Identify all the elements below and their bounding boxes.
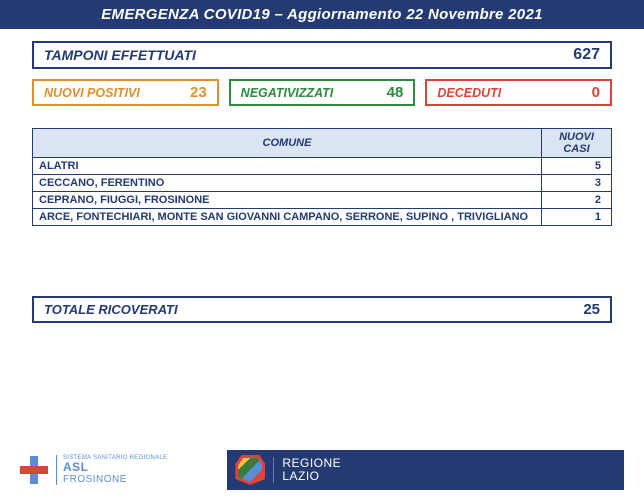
footer: SISTEMA SANITARIO REGIONALE ASL FROSINON… (0, 450, 644, 490)
comune-table: COMUNE NUOVI CASI ALATRI5CECCANO, FERENT… (32, 128, 612, 226)
ricoverati-value: 25 (583, 301, 600, 318)
stat-negativizzati-label: NEGATIVIZZATI (241, 86, 334, 100)
asl-line2: ASL (63, 461, 167, 474)
stat-negativizzati: NEGATIVIZZATI 48 (229, 79, 416, 106)
stat-positivi: NUOVI POSITIVI 23 (32, 79, 219, 106)
stat-row: NUOVI POSITIVI 23 NEGATIVIZZATI 48 DECED… (32, 79, 612, 106)
comune-cases: 1 (542, 209, 612, 226)
comune-cases: 5 (542, 158, 612, 175)
comune-cases: 3 (542, 175, 612, 192)
stat-deceduti-label: DECEDUTI (437, 86, 501, 100)
table-row: ALATRI5 (33, 158, 612, 175)
asl-line3: FROSINONE (63, 474, 167, 485)
tamponi-label: TAMPONI EFFETTUATI (44, 47, 196, 63)
stat-deceduti: DECEDUTI 0 (425, 79, 612, 106)
asl-cross-icon (20, 456, 48, 484)
stat-negativizzati-value: 48 (387, 84, 404, 101)
comune-name: ARCE, FONTECHIARI, MONTE SAN GIOVANNI CA… (33, 209, 542, 226)
table-row: ARCE, FONTECHIARI, MONTE SAN GIOVANNI CA… (33, 209, 612, 226)
lazio-line2: LAZIO (282, 470, 341, 483)
tamponi-value: 627 (573, 46, 600, 64)
header-bar: EMERGENZA COVID19 – Aggiornamento 22 Nov… (0, 0, 644, 29)
lazio-bar: REGIONE LAZIO (227, 450, 624, 490)
stat-positivi-label: NUOVI POSITIVI (44, 86, 140, 100)
stat-deceduti-value: 0 (592, 84, 600, 101)
lazio-text: REGIONE LAZIO (273, 457, 341, 482)
col-comune: COMUNE (33, 129, 542, 158)
comune-cases: 2 (542, 192, 612, 209)
ricoverati-label: TOTALE RICOVERATI (44, 302, 178, 317)
table-row: CEPRANO, FIUGGI, FROSINONE2 (33, 192, 612, 209)
ricoverati-box: TOTALE RICOVERATI 25 (32, 296, 612, 323)
comune-tbody: ALATRI5CECCANO, FERENTINO3CEPRANO, FIUGG… (33, 158, 612, 226)
tamponi-box: TAMPONI EFFETTUATI 627 (32, 41, 612, 69)
table-row: CECCANO, FERENTINO3 (33, 175, 612, 192)
stat-positivi-value: 23 (190, 84, 207, 101)
header-title: EMERGENZA COVID19 – Aggiornamento 22 Nov… (101, 6, 543, 23)
comune-name: ALATRI (33, 158, 542, 175)
content-area: TAMPONI EFFETTUATI 627 NUOVI POSITIVI 23… (0, 29, 644, 323)
col-casi: NUOVI CASI (542, 129, 612, 158)
comune-name: CEPRANO, FIUGGI, FROSINONE (33, 192, 542, 209)
asl-logo: SISTEMA SANITARIO REGIONALE ASL FROSINON… (20, 455, 167, 486)
comune-name: CECCANO, FERENTINO (33, 175, 542, 192)
asl-text: SISTEMA SANITARIO REGIONALE ASL FROSINON… (56, 455, 167, 486)
lazio-emblem-icon (235, 455, 265, 485)
